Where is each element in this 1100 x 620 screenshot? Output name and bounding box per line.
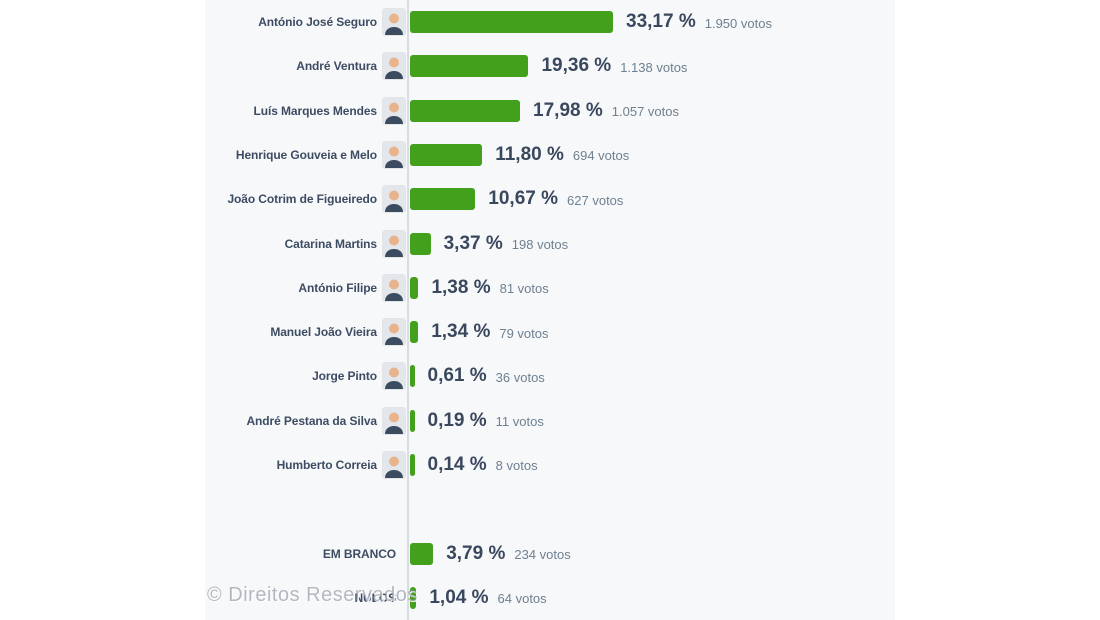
avatar-cell	[377, 97, 410, 124]
chart-row: Manuel João Vieira 1,34 % 79 votos	[205, 310, 895, 354]
result-bar	[410, 232, 431, 255]
candidate-photo-icon	[382, 274, 405, 301]
candidate-name: NULOS	[354, 590, 396, 605]
percent-value: 19,36 %	[541, 55, 612, 77]
chart-row: Henrique Gouveia e Melo 11,80 % 694 voto…	[205, 133, 895, 177]
candidate-photo-icon	[382, 97, 405, 124]
result-bar	[410, 365, 415, 388]
candidate-photo-icon	[382, 230, 405, 257]
avatar-cell	[377, 141, 410, 168]
votes-value: 694 votos	[572, 148, 630, 164]
percent-value: 17,98 %	[533, 99, 603, 121]
result-bar	[410, 55, 529, 78]
votes-value: 1.138 votos	[620, 59, 688, 75]
percent-value: 0,61 %	[427, 365, 487, 387]
avatar-cell	[377, 451, 410, 478]
percent-value: 1,34 %	[431, 321, 491, 343]
candidate-name: João Cotrim de Figueiredo	[227, 192, 377, 207]
candidate-name: Jorge Pinto	[312, 369, 377, 384]
votes-value: 36 votos	[495, 369, 545, 385]
result-bar	[410, 586, 417, 609]
candidate-name: Humberto Correia	[276, 457, 378, 472]
votes-value: 64 votos	[497, 591, 547, 607]
avatar-cell	[377, 230, 410, 257]
result-bar	[410, 276, 419, 299]
votes-value: 81 votos	[499, 281, 549, 297]
candidate-photo-icon	[382, 319, 405, 346]
candidate-photo-icon	[382, 186, 405, 213]
chart-row: Catarina Martins 3,37 % 198 votos	[205, 221, 895, 265]
candidate-name: António José Seguro	[258, 15, 377, 30]
result-bar	[410, 409, 415, 432]
results-rows: António José Seguro 33,17 % 1.950 votos …	[205, 0, 895, 620]
chart-row: João Cotrim de Figueiredo 10,67 % 627 vo…	[205, 177, 895, 221]
percent-value: 3,37 %	[443, 232, 503, 254]
candidate-name: Catarina Martins	[284, 236, 378, 251]
candidate-name: André Ventura	[296, 59, 377, 74]
candidate-name: Henrique Gouveia e Melo	[235, 147, 377, 162]
votes-value: 198 votos	[511, 237, 569, 253]
avatar-cell	[377, 186, 410, 213]
votes-value: 627 votos	[567, 192, 624, 208]
chart-row: EM BRANCO 3,79 % 234 votos	[205, 531, 895, 575]
candidate-photo-icon	[382, 141, 405, 168]
chart-row: António José Seguro 33,17 % 1.950 votos	[205, 0, 895, 44]
avatar-cell	[377, 53, 410, 80]
candidate-photo-icon	[382, 53, 405, 80]
result-bar	[410, 453, 415, 476]
avatar-cell	[377, 319, 410, 346]
percent-value: 0,19 %	[427, 409, 487, 431]
votes-value: 1.057 votos	[611, 104, 679, 120]
result-bar	[410, 99, 521, 122]
avatar-cell	[377, 407, 410, 434]
candidate-name: EM BRANCO	[322, 546, 396, 561]
result-bar	[410, 143, 483, 166]
candidate-name: António Filipe	[298, 280, 377, 295]
candidate-name: André Pestana da Silva	[246, 413, 377, 428]
chart-row: André Pestana da Silva 0,19 % 11 votos	[205, 399, 895, 443]
percent-value: 3,79 %	[446, 542, 506, 564]
percent-value: 10,67 %	[488, 188, 559, 210]
candidate-photo-icon	[382, 363, 405, 390]
result-bar	[410, 321, 419, 344]
chart-panel: António José Seguro 33,17 % 1.950 votos …	[205, 0, 895, 620]
chart-row: André Ventura 19,36 % 1.138 votos	[205, 44, 895, 88]
percent-value: 1,38 %	[431, 276, 491, 298]
watermark: © Direitos Reservados	[207, 584, 418, 606]
chart-row: António Filipe 1,38 % 81 votos	[205, 266, 895, 310]
candidate-photo-icon	[382, 9, 405, 36]
votes-value: 11 votos	[495, 414, 544, 430]
result-bar	[410, 11, 613, 34]
votes-value: 79 votos	[499, 325, 549, 341]
votes-value: 8 votos	[495, 458, 538, 474]
percent-value: 33,17 %	[626, 11, 696, 33]
chart-row: Jorge Pinto 0,61 % 36 votos	[205, 354, 895, 398]
avatar-cell	[377, 9, 410, 36]
percent-value: 1,04 %	[429, 586, 489, 608]
percent-value: 0,14 %	[427, 453, 487, 475]
chart-row: Luís Marques Mendes 17,98 % 1.057 votos	[205, 89, 895, 133]
votes-value: 1.950 votos	[704, 15, 772, 31]
candidate-photo-icon	[382, 407, 405, 434]
percent-value: 11,80 %	[495, 143, 564, 165]
avatar-cell	[377, 363, 410, 390]
candidate-photo-icon	[382, 451, 405, 478]
candidate-name: Luís Marques Mendes	[253, 103, 378, 118]
result-bar	[410, 542, 434, 565]
result-bar	[410, 188, 476, 211]
chart-row: NULOS 1,04 % 64 votos	[205, 576, 895, 620]
chart-row: Humberto Correia 0,14 % 8 votos	[205, 443, 895, 487]
votes-value: 234 votos	[514, 547, 571, 563]
candidate-name: Manuel João Vieira	[270, 325, 377, 340]
avatar-cell	[377, 274, 410, 301]
spacer-row	[205, 487, 895, 531]
axis-line	[407, 0, 409, 620]
